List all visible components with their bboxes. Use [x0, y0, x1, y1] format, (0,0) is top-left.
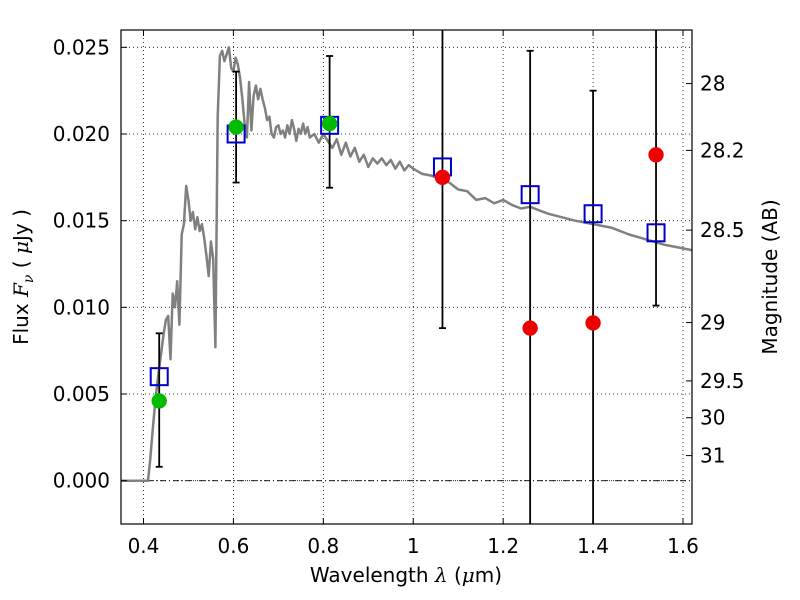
y2-tick-labels: 28 28.2 28.5 29 29.5 30 31: [700, 72, 745, 468]
detection-point: [321, 115, 338, 132]
x-tick-labels: 0.4 0.6 0.8 1 1.2 1.4 1.6: [128, 534, 699, 558]
y2-tick-label: 30: [700, 406, 725, 430]
x-tick-label: 1.2: [487, 534, 519, 558]
square-marker: [520, 185, 540, 205]
y-tick-label: 0.025: [53, 35, 110, 59]
x-tick-label: 0.4: [128, 534, 160, 558]
y2-axis-label: Magnitude (AB): [758, 199, 782, 354]
square-marker: [149, 367, 169, 387]
x-tick-label: 0.8: [307, 534, 339, 558]
nondetection-point: [648, 147, 664, 163]
square-marker: [646, 223, 666, 243]
nondetection-point: [585, 315, 601, 331]
y-tick-label: 0.010: [53, 295, 110, 319]
y2-tick-label: 29: [700, 311, 725, 335]
y-tick-label: 0.020: [53, 122, 110, 146]
nondetection-point: [434, 169, 451, 186]
x-axis-label: Wavelength λ (μm): [310, 563, 502, 587]
y2-tick-label: 28: [700, 72, 725, 96]
y-tick-label: 0.015: [53, 209, 110, 233]
y-tick-labels: 0.000 0.005 0.010 0.015 0.020 0.025: [53, 35, 110, 492]
error-bars: [155, 30, 660, 524]
x-tick-label: 1.6: [667, 534, 699, 558]
detection-point: [228, 119, 244, 135]
y2-tick-label: 28.2: [700, 138, 745, 162]
nondetection-point: [522, 320, 538, 336]
detection-point: [151, 393, 167, 409]
ticks: [121, 30, 692, 524]
x-tick-label: 1.4: [577, 534, 609, 558]
model-sed: [121, 46, 692, 482]
y2-tick-label: 28.5: [700, 218, 745, 242]
square-marker: [583, 204, 603, 224]
y-axis-label: Flux Fν ( μJy ): [9, 209, 37, 345]
y2-tick-label: 31: [700, 444, 725, 468]
plot-frame: [120, 29, 693, 525]
y2-tick-label: 29.5: [700, 369, 745, 393]
x-tick-label: 0.6: [217, 534, 249, 558]
y-tick-label: 0.000: [53, 469, 110, 493]
y-tick-label: 0.005: [53, 382, 110, 406]
x-tick-label: 1: [407, 534, 420, 558]
markers: [149, 115, 666, 409]
sed-curve: [121, 46, 692, 482]
